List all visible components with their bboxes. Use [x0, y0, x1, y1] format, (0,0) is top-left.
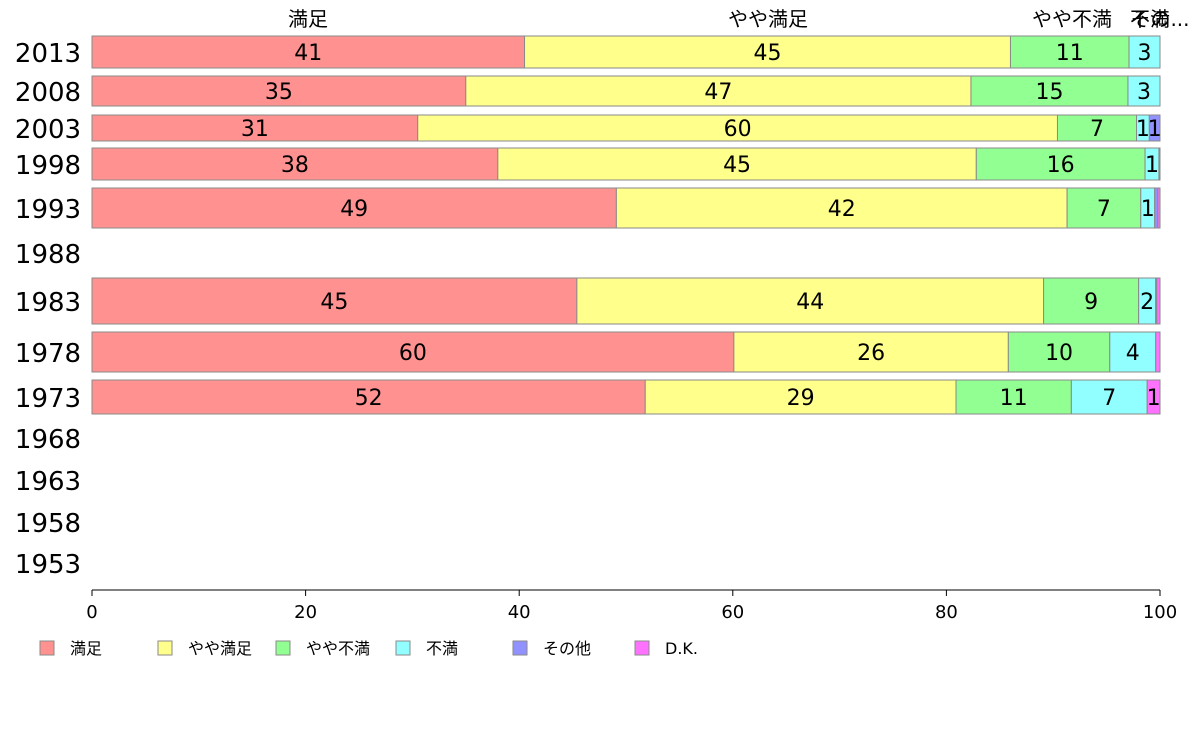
data-label-2003-1: 60 [724, 117, 752, 142]
year-label-1953: 1953 [15, 550, 81, 580]
bar-segment-2008-3 [1127, 75, 1161, 107]
year-label-1963: 1963 [15, 467, 81, 497]
data-label-1993-2: 7 [1097, 197, 1111, 222]
x-tick-label-40: 40 [508, 602, 531, 623]
data-label-2003-2: 7 [1090, 117, 1104, 142]
bar-segment-1993-2 [1066, 187, 1142, 229]
data-label-1983-3: 2 [1140, 290, 1154, 315]
data-label-1993-3: 1 [1141, 197, 1155, 222]
data-label-1993-1: 42 [828, 197, 856, 222]
column-header-1: やや満足 [728, 7, 808, 31]
bar-segment-2013-0 [91, 35, 526, 69]
legend-label-0: 満足 [70, 639, 102, 658]
x-tick-label-80: 80 [935, 602, 958, 623]
year-label-1973: 1973 [15, 384, 81, 414]
data-label-2003-0: 31 [241, 117, 269, 142]
bar-segment-1978-1 [733, 331, 1009, 373]
legend-label-3: 不満 [426, 639, 458, 658]
x-tick-label-60: 60 [721, 602, 744, 623]
legend-label-5: D.K. [665, 639, 698, 658]
x-tick-label-0: 0 [86, 602, 97, 623]
legend-swatch-4 [512, 640, 528, 656]
bar-segment-1993-1 [615, 187, 1068, 229]
legend-swatch-1 [157, 640, 173, 656]
year-label-1978: 1978 [15, 339, 81, 369]
year-label-2013: 2013 [15, 39, 81, 69]
data-label-2013-0: 41 [294, 41, 322, 66]
data-label-2008-1: 47 [704, 80, 732, 105]
data-label-1978-1: 26 [857, 341, 885, 366]
bar-segment-1998-2 [975, 147, 1146, 181]
bar-segment-1983-5 [1156, 277, 1161, 325]
year-label-1968: 1968 [15, 425, 81, 455]
data-label-1998-2: 16 [1047, 153, 1075, 178]
legend-label-4: その他 [543, 639, 591, 658]
bar-segment-2003-2 [1056, 114, 1138, 142]
legend-swatch-0 [39, 640, 55, 656]
bar-segment-1983-1 [576, 277, 1045, 325]
data-label-2013-3: 3 [1138, 41, 1152, 66]
year-label-2008: 2008 [15, 78, 81, 108]
year-label-1993: 1993 [15, 195, 81, 225]
data-label-1998-1: 45 [723, 153, 751, 178]
data-label-2008-3: 3 [1137, 80, 1151, 105]
data-label-1998-3: 1 [1145, 153, 1159, 178]
data-label-1978-0: 60 [399, 341, 427, 366]
bar-segment-1983-0 [91, 277, 578, 325]
data-label-1983-0: 45 [320, 290, 348, 315]
bar-segment-1998-4 [1158, 147, 1161, 181]
data-label-1973-0: 52 [355, 386, 383, 411]
bar-segment-1998-0 [91, 147, 499, 181]
data-label-2013-2: 11 [1056, 41, 1084, 66]
data-label-2008-0: 35 [265, 80, 293, 105]
bar-segment-2013-1 [524, 35, 1011, 69]
bar-segment-2008-0 [91, 75, 467, 107]
bar-segment-2013-2 [1009, 35, 1130, 69]
year-label-1983: 1983 [15, 288, 81, 318]
year-label-2003: 2003 [15, 115, 81, 145]
bar-segment-2003-1 [417, 114, 1058, 142]
x-tick-label-100: 100 [1143, 602, 1177, 623]
column-header-0: 満足 [288, 7, 328, 31]
bar-segment-1978-2 [1007, 331, 1111, 373]
bar-segment-2013-3 [1128, 35, 1161, 69]
year-label-1988: 1988 [15, 240, 81, 270]
data-label-2013-1: 45 [754, 41, 782, 66]
data-label-2003-3: 1 [1136, 117, 1150, 142]
legend-swatch-3 [395, 640, 411, 656]
bar-segment-1993-0 [91, 187, 617, 229]
legend-label-2: やや不満 [306, 639, 370, 658]
data-label-1993-0: 49 [340, 197, 368, 222]
bar-segment-1978-5 [1155, 331, 1161, 373]
data-label-1998-0: 38 [281, 153, 309, 178]
x-tick-label-20: 20 [294, 602, 317, 623]
column-header-3: 不満 [1130, 7, 1170, 31]
year-label-1958: 1958 [15, 509, 81, 539]
legend-swatch-2 [275, 640, 291, 656]
data-label-2003-4: 1 [1148, 117, 1162, 142]
bar-segment-1973-5 [1146, 379, 1161, 415]
data-label-1973-2: 11 [1000, 386, 1028, 411]
bar-segment-1978-3 [1109, 331, 1157, 373]
data-label-1978-3: 4 [1126, 341, 1140, 366]
data-label-1973-3: 7 [1102, 386, 1116, 411]
data-label-1983-2: 9 [1084, 290, 1098, 315]
column-header-4: その... [1130, 7, 1188, 31]
column-header-2: やや不満 [1032, 7, 1112, 31]
legend-swatch-5 [634, 640, 650, 656]
bar-segment-1973-1 [644, 379, 957, 415]
bar-segment-2003-4 [1148, 114, 1161, 142]
data-label-1983-1: 44 [796, 290, 824, 315]
data-label-2008-2: 15 [1035, 80, 1063, 105]
bar-segment-2008-1 [465, 75, 972, 107]
data-label-1973-1: 29 [787, 386, 815, 411]
bar-segment-1993-5 [1157, 187, 1161, 229]
bar-segment-2003-0 [91, 114, 419, 142]
data-label-1978-2: 10 [1045, 341, 1073, 366]
year-label-1998: 1998 [15, 151, 81, 181]
data-label-1973-5: 1 [1147, 386, 1161, 411]
legend-label-1: やや満足 [188, 639, 252, 658]
